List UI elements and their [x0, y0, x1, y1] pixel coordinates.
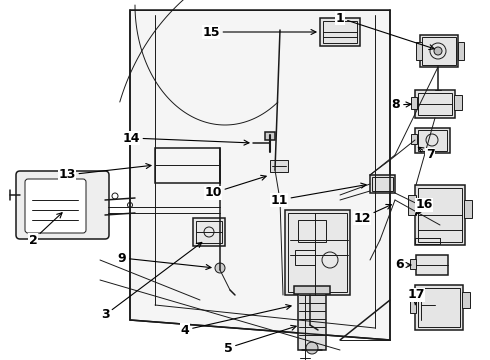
Text: 12: 12 [353, 204, 392, 225]
Circle shape [215, 263, 225, 273]
Bar [422, 37, 456, 65]
FancyBboxPatch shape [25, 179, 86, 233]
Bar [265, 132, 275, 140]
Bar [462, 292, 470, 308]
Bar [196, 221, 222, 243]
Bar [418, 93, 452, 115]
Bar [298, 290, 326, 350]
Bar [410, 259, 416, 269]
Bar [411, 134, 417, 144]
Circle shape [434, 47, 442, 55]
Bar [408, 195, 416, 215]
Text: 13: 13 [58, 163, 151, 181]
Bar [418, 288, 460, 327]
Text: 7: 7 [418, 147, 434, 162]
Bar [323, 21, 357, 43]
Bar [415, 90, 455, 118]
Bar [415, 128, 450, 153]
Bar [416, 255, 448, 275]
Text: 4: 4 [181, 305, 291, 337]
Text: 10: 10 [204, 175, 266, 199]
Bar [415, 238, 440, 244]
Bar [294, 286, 330, 294]
Text: 5: 5 [223, 325, 296, 355]
Text: 1: 1 [336, 12, 434, 50]
Text: 9: 9 [118, 252, 211, 270]
Bar [193, 218, 225, 246]
Text: 3: 3 [100, 242, 202, 321]
Bar [458, 42, 464, 60]
Text: 15: 15 [202, 26, 316, 39]
Bar [411, 97, 417, 109]
Bar [464, 200, 472, 218]
Bar [285, 210, 350, 295]
Bar [416, 42, 422, 60]
Bar [320, 18, 360, 46]
Bar [155, 148, 220, 183]
Bar [418, 188, 462, 242]
Bar [418, 130, 447, 151]
Bar [270, 160, 288, 172]
Bar [370, 175, 395, 193]
Text: 16: 16 [416, 198, 433, 214]
Text: 11: 11 [270, 183, 366, 207]
Bar [420, 35, 458, 67]
Bar [410, 295, 416, 313]
Bar [372, 177, 393, 191]
Text: 8: 8 [392, 99, 411, 112]
Text: 2: 2 [28, 213, 62, 247]
Bar [288, 213, 347, 292]
Bar [415, 285, 463, 330]
Text: 6: 6 [396, 258, 411, 271]
Bar [454, 95, 462, 110]
Text: 17: 17 [407, 288, 425, 305]
Bar [298, 220, 326, 242]
Circle shape [306, 342, 318, 354]
Text: 14: 14 [122, 131, 249, 145]
Bar [295, 250, 315, 265]
Bar [415, 185, 465, 245]
FancyBboxPatch shape [16, 171, 109, 239]
Polygon shape [130, 10, 390, 340]
